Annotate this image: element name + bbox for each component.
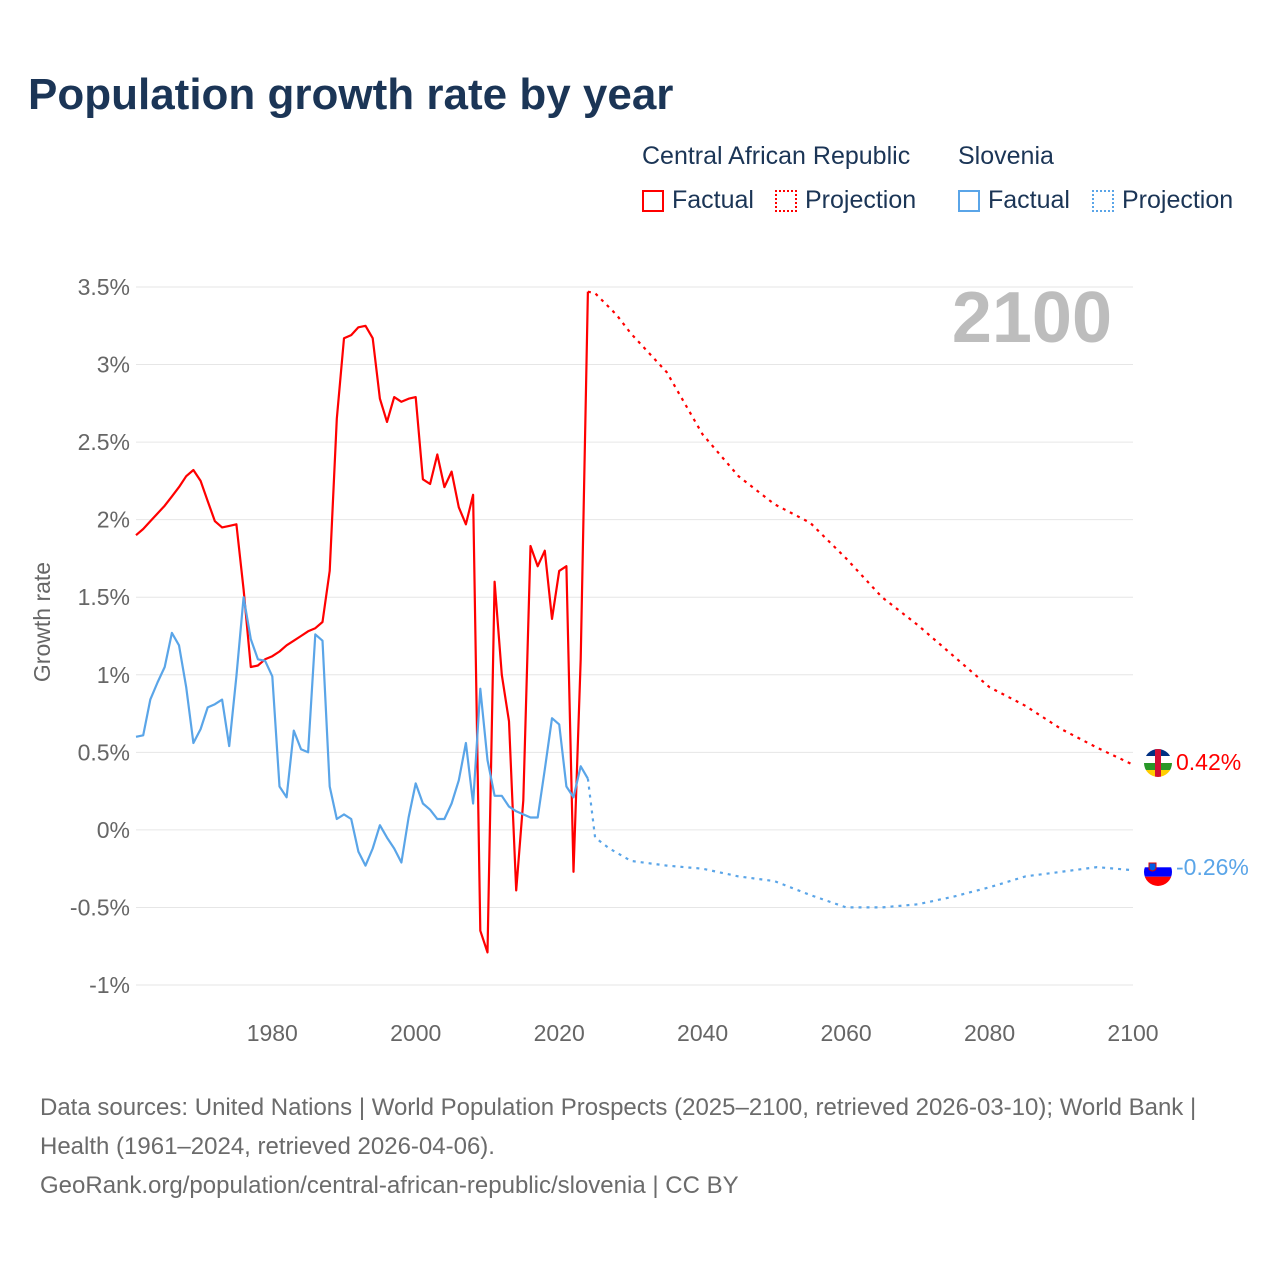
x-tick-label: 1980 xyxy=(247,1020,298,1046)
year-label: 2100 xyxy=(952,278,1112,358)
solid-swatch-icon xyxy=(642,189,664,212)
page-title: Population growth rate by year xyxy=(28,70,674,119)
dotted-swatch-icon xyxy=(1092,189,1114,212)
y-tick-label: 0.5% xyxy=(78,739,130,765)
x-tick-label: 2100 xyxy=(1107,1020,1158,1046)
x-tick-label: 2080 xyxy=(964,1020,1015,1046)
slovenia-flag-icon xyxy=(1144,858,1172,886)
series-line-0 xyxy=(135,291,589,954)
car-flag-icon xyxy=(1144,749,1172,777)
y-tick-label: 1.5% xyxy=(78,584,130,610)
y-tick-label: 3% xyxy=(97,352,130,378)
source-link[interactable]: GeoRank.org/population/central-african-r… xyxy=(40,1172,739,1199)
x-tick-label: 2020 xyxy=(534,1020,585,1046)
legend-label: Projection xyxy=(805,186,917,214)
legend-group-car: Central African Republic xyxy=(642,142,910,171)
y-tick-label: 0% xyxy=(97,817,130,843)
legend-label: Factual xyxy=(672,186,754,214)
x-tick-label: 2060 xyxy=(821,1020,872,1046)
series-line-1 xyxy=(587,290,1134,766)
y-axis-label: Growth rate xyxy=(29,562,55,682)
car-end-value: 0.42% xyxy=(1176,749,1241,775)
y-tick-label: 1% xyxy=(97,662,130,688)
legend-label: Factual xyxy=(988,186,1070,214)
legend-car-projection[interactable]: Projection xyxy=(775,186,916,215)
slovenia-end-value: -0.26% xyxy=(1176,854,1249,880)
legend-slovenia-projection[interactable]: Projection xyxy=(1092,186,1233,215)
y-tick-label: -1% xyxy=(89,972,130,998)
x-tick-label: 2040 xyxy=(677,1020,728,1046)
dotted-swatch-icon xyxy=(775,189,797,212)
solid-swatch-icon xyxy=(958,189,980,212)
series-line-3 xyxy=(586,778,1134,909)
legend-group-slovenia: Slovenia xyxy=(958,142,1054,171)
y-tick-label: 3.5% xyxy=(78,274,130,300)
series-line-2 xyxy=(135,596,589,867)
legend-group-label: Slovenia xyxy=(958,142,1054,170)
data-sources: Data sources: United Nations | World Pop… xyxy=(40,1094,1197,1160)
legend-group-label: Central African Republic xyxy=(642,142,911,170)
y-tick-label: 2% xyxy=(97,507,130,533)
legend-car-factual[interactable]: Factual xyxy=(642,186,754,215)
footer: Data sources: United Nations | World Pop… xyxy=(40,1088,1240,1205)
y-tick-label: 2.5% xyxy=(78,429,130,455)
y-tick-label: -0.5% xyxy=(70,894,130,920)
x-tick-label: 2000 xyxy=(390,1020,441,1046)
legend-label: Projection xyxy=(1122,186,1234,214)
legend-slovenia-factual[interactable]: Factual xyxy=(958,186,1070,215)
